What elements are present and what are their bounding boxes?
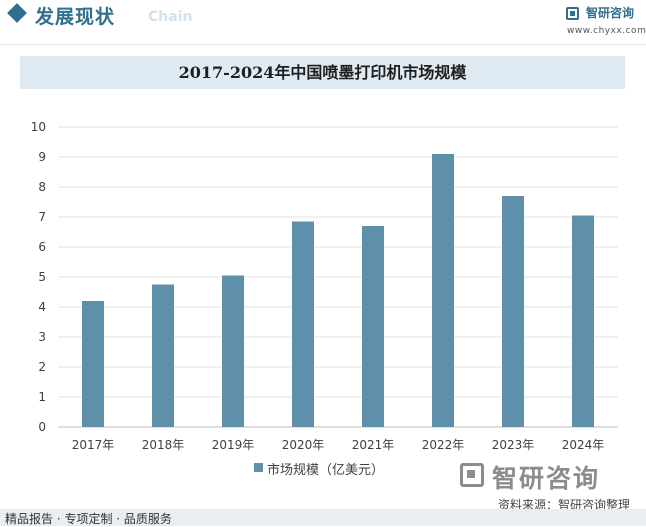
legend-swatch <box>254 463 263 472</box>
header: 发展现状 Chain 智研咨询 www.chyxx.com <box>0 0 646 44</box>
chart-title-band: 2017-2024年中国喷墨打印机市场规模 <box>20 56 625 89</box>
bar <box>362 226 384 427</box>
x-tick-label: 2017年 <box>72 438 115 452</box>
x-tick-label: 2018年 <box>142 438 185 452</box>
bar <box>432 154 454 427</box>
footer-logo-icon <box>460 463 484 487</box>
y-tick-label: 0 <box>38 420 46 434</box>
y-tick-label: 1 <box>38 390 46 404</box>
bar <box>82 301 104 427</box>
y-tick-label: 4 <box>38 300 46 314</box>
page-subtitle: Chain <box>148 9 193 25</box>
x-tick-label: 2020年 <box>282 438 325 452</box>
y-tick-label: 3 <box>38 330 46 344</box>
y-tick-label: 6 <box>38 240 46 254</box>
bottom-tagline: 精品报告 · 专项定制 · 品质服务 <box>5 512 172 526</box>
y-tick-label: 2 <box>38 360 46 374</box>
x-tick-label: 2023年 <box>492 438 535 452</box>
brand-url[interactable]: www.chyxx.com <box>567 26 646 36</box>
bar <box>222 275 244 427</box>
y-tick-label: 9 <box>38 150 46 164</box>
y-tick-label: 5 <box>38 270 46 284</box>
x-tick-label: 2021年 <box>352 438 395 452</box>
brand-logo-icon <box>566 7 579 20</box>
header-divider <box>0 44 646 45</box>
y-tick-label: 8 <box>38 180 46 194</box>
x-tick-label: 2019年 <box>212 438 255 452</box>
page-title: 发展现状 <box>35 6 116 28</box>
y-tick-label: 7 <box>38 210 46 224</box>
chart-title: 2017-2024年中国喷墨打印机市场规模 <box>178 63 467 82</box>
bottom-bar: 精品报告 · 专项定制 · 品质服务 <box>0 509 646 526</box>
legend-label: 市场规模（亿美元） <box>267 463 385 478</box>
y-tick-label: 10 <box>31 120 46 134</box>
bar <box>502 196 524 427</box>
x-tick-label: 2024年 <box>562 438 605 452</box>
x-tick-label: 2022年 <box>422 438 465 452</box>
bar <box>292 221 314 427</box>
bar <box>152 284 174 427</box>
brand-name: 智研咨询 <box>586 6 635 20</box>
source-note: 资料来源：智研咨询整理 <box>498 498 631 512</box>
bar <box>572 215 594 427</box>
footer-brand: 智研咨询 <box>492 464 601 493</box>
